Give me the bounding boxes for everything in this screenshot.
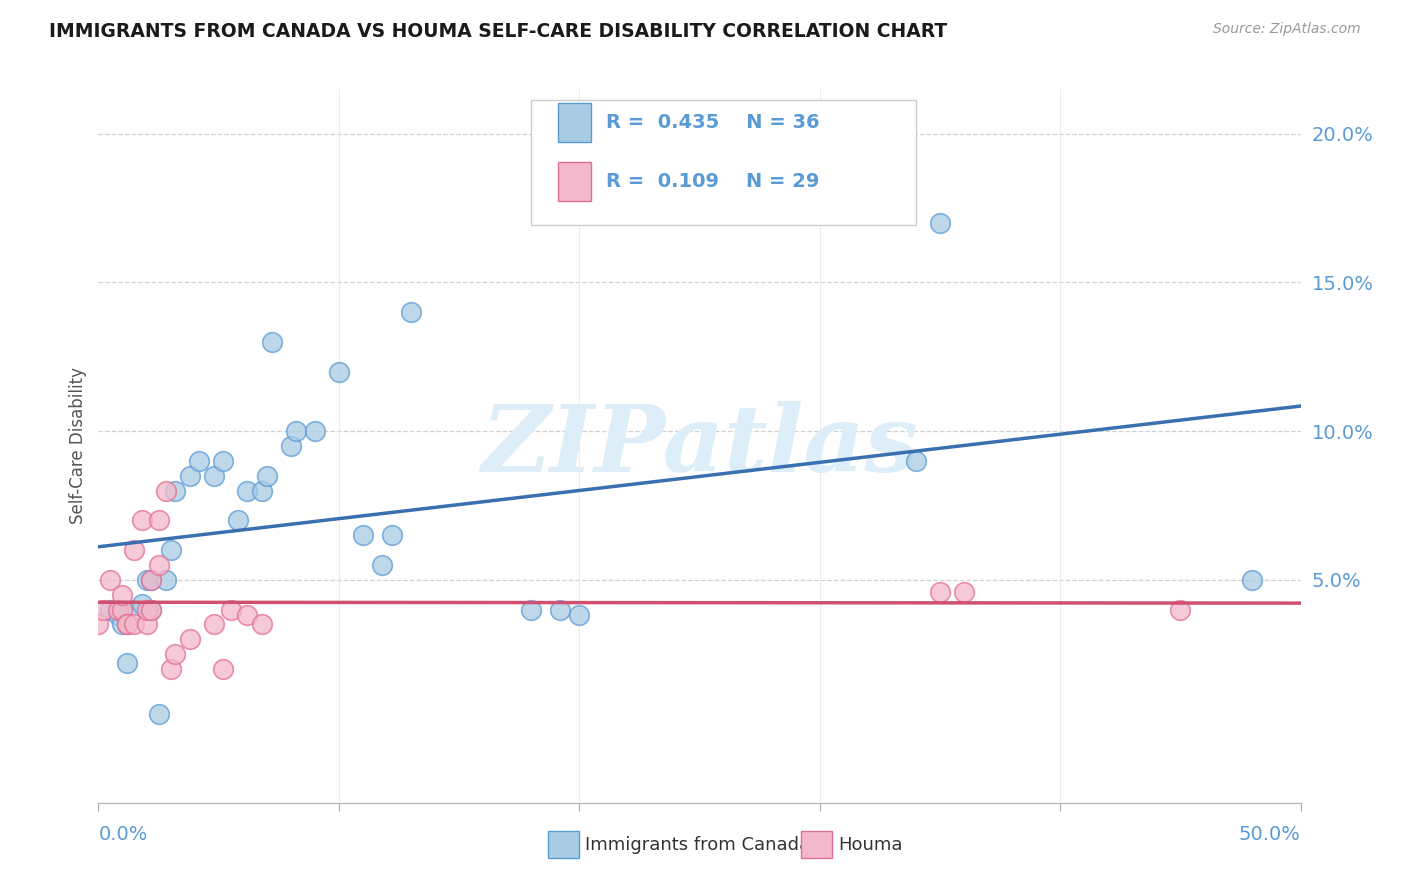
Point xyxy=(250,617,273,632)
Point xyxy=(155,483,177,498)
Point xyxy=(256,468,278,483)
Text: Source: ZipAtlas.com: Source: ZipAtlas.com xyxy=(1213,22,1361,37)
Point xyxy=(148,513,170,527)
Point xyxy=(141,573,163,587)
Text: R =  0.435    N = 36: R = 0.435 N = 36 xyxy=(606,113,820,132)
Y-axis label: Self-Care Disability: Self-Care Disability xyxy=(69,368,87,524)
Point xyxy=(124,602,146,616)
Point xyxy=(1241,573,1264,587)
Point xyxy=(179,632,201,647)
Text: Immigrants from Canada: Immigrants from Canada xyxy=(585,836,810,854)
Point xyxy=(117,617,139,632)
Point xyxy=(953,584,976,599)
Point xyxy=(135,617,157,632)
Point xyxy=(904,454,927,468)
Point xyxy=(352,528,374,542)
Point xyxy=(304,424,326,438)
Point xyxy=(131,597,153,611)
Point xyxy=(236,608,259,623)
Point xyxy=(226,513,249,527)
Point xyxy=(928,584,950,599)
Point xyxy=(928,216,950,230)
Point xyxy=(280,439,302,453)
Point xyxy=(1170,602,1192,616)
Point xyxy=(284,424,307,438)
Point xyxy=(568,608,591,623)
Point xyxy=(100,602,122,616)
Point xyxy=(141,602,163,616)
Point xyxy=(159,543,181,558)
Point xyxy=(371,558,394,572)
Point xyxy=(165,647,187,661)
Text: R =  0.109    N = 29: R = 0.109 N = 29 xyxy=(606,172,820,191)
Text: 50.0%: 50.0% xyxy=(1239,824,1301,844)
Point xyxy=(159,662,181,676)
Point xyxy=(250,483,273,498)
Point xyxy=(135,573,157,587)
Point xyxy=(219,602,242,616)
Point xyxy=(91,602,114,616)
Text: Houma: Houma xyxy=(838,836,903,854)
Point xyxy=(148,558,170,572)
Point xyxy=(520,602,543,616)
Point xyxy=(260,334,283,349)
Point xyxy=(117,617,139,632)
Point xyxy=(179,468,201,483)
Point xyxy=(87,617,110,632)
FancyBboxPatch shape xyxy=(558,161,592,201)
Point xyxy=(236,483,259,498)
Point xyxy=(100,573,122,587)
Point xyxy=(141,602,163,616)
FancyBboxPatch shape xyxy=(531,100,915,225)
Point xyxy=(202,468,225,483)
Point xyxy=(107,608,129,623)
Point xyxy=(111,602,134,616)
Text: ZIPatlas: ZIPatlas xyxy=(481,401,918,491)
Point xyxy=(141,573,163,587)
Point xyxy=(399,305,422,319)
Point xyxy=(212,662,235,676)
Point xyxy=(124,543,146,558)
Point xyxy=(135,602,157,616)
Point xyxy=(328,365,350,379)
Text: 0.0%: 0.0% xyxy=(98,824,148,844)
Point xyxy=(188,454,211,468)
Point xyxy=(107,602,129,616)
Point xyxy=(117,656,139,670)
FancyBboxPatch shape xyxy=(558,103,592,143)
Point xyxy=(131,513,153,527)
Point xyxy=(212,454,235,468)
Point xyxy=(111,617,134,632)
Point xyxy=(155,573,177,587)
Point xyxy=(148,706,170,721)
Point xyxy=(202,617,225,632)
Point xyxy=(381,528,404,542)
Point xyxy=(124,617,146,632)
Point xyxy=(165,483,187,498)
Point xyxy=(548,602,571,616)
Point xyxy=(111,588,134,602)
Text: IMMIGRANTS FROM CANADA VS HOUMA SELF-CARE DISABILITY CORRELATION CHART: IMMIGRANTS FROM CANADA VS HOUMA SELF-CAR… xyxy=(49,22,948,41)
